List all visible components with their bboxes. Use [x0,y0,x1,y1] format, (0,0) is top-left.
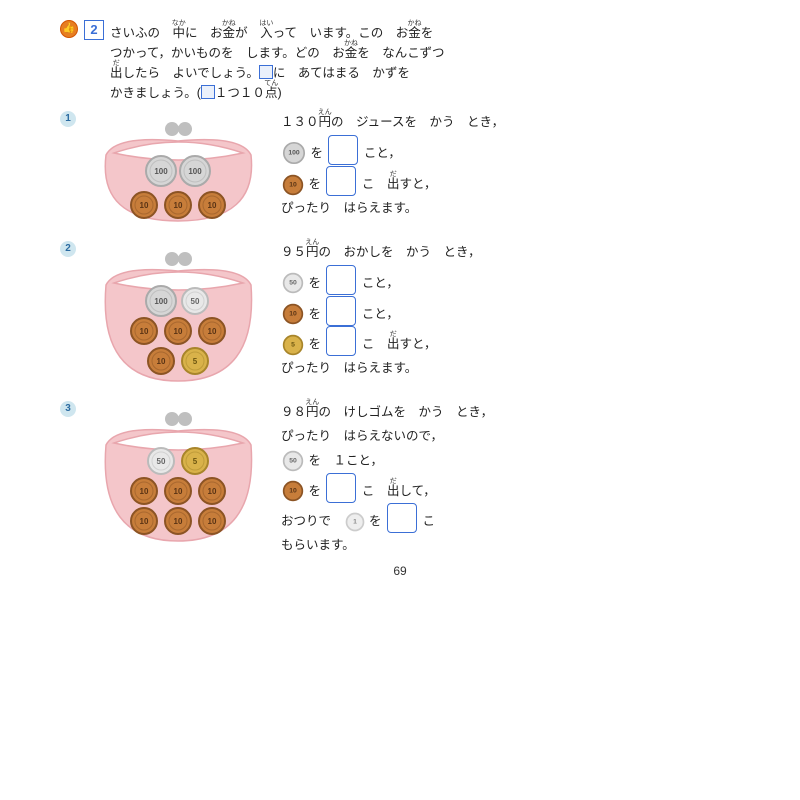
svg-text:100: 100 [154,297,168,306]
answer-box[interactable] [326,296,356,326]
answer-box[interactable] [326,166,356,196]
svg-text:100: 100 [188,167,202,176]
problem-title: ９５円えんの おかしを かう とき， [281,239,740,265]
svg-text:10: 10 [208,517,217,526]
coin-50-icon: 50 [283,450,303,470]
coin-10-icon: 10 [283,304,303,324]
answer-box[interactable] [387,503,417,533]
problems-container: 1 100 100 10 10 10 １３０円えんの ジュースを かう とき，100 を… [60,109,740,558]
problem-1: 1 100 100 10 10 10 １３０円えんの ジュースを かう とき，100 を… [60,109,740,235]
answer-box[interactable] [326,265,356,295]
answer-box[interactable] [328,135,358,165]
answer-line: おつりで 1 を こ [281,503,740,534]
svg-text:50: 50 [191,297,200,306]
answer-line: 50 を １こと， [281,449,740,473]
problem-2: 2 100 50 10 10 10 10 5 ９５円えんの おかしを かう とき，50 を … [60,239,740,395]
coin-100-icon: 100 [283,142,305,164]
svg-text:50: 50 [157,457,166,466]
text-line: ぴったり はらえないので， [281,425,740,449]
answer-line: 10 を こ 出だして， [281,473,740,504]
coin-1-icon: 1 [345,513,364,532]
question-number: 2 [84,20,104,40]
svg-text:10: 10 [208,201,217,210]
svg-text:10: 10 [208,487,217,496]
svg-text:100: 100 [154,167,168,176]
page-number: 69 [60,562,740,581]
problem-title: １３０円えんの ジュースを かう とき， [281,109,740,135]
coin-10-icon: 10 [283,481,303,501]
placeholder-box-icon [259,65,273,79]
text-line: もらいます。 [281,534,740,558]
intro-text: さいふの 中なかに お金かねが 入はいって います。この お金かねを つかって，… [110,20,740,103]
purse-illustration: 50 5 10 10 10 10 10 10 [86,399,271,549]
svg-text:10: 10 [174,487,183,496]
coin-5-icon: 5 [283,335,303,355]
text-line: ぴったり はらえます。 [281,357,740,381]
problem-badge: 1 [60,111,76,127]
answer-line: 10 を こと， [281,296,740,327]
svg-text:10: 10 [140,327,149,336]
svg-text:10: 10 [157,357,166,366]
svg-text:5: 5 [193,357,198,366]
svg-text:10: 10 [140,487,149,496]
answer-line: 50 を こと， [281,265,740,296]
svg-text:10: 10 [174,327,183,336]
answer-box[interactable] [326,326,356,356]
answer-box[interactable] [326,473,356,503]
svg-text:10: 10 [140,201,149,210]
purse-illustration: 100 100 10 10 10 [86,109,271,229]
svg-text:10: 10 [174,201,183,210]
placeholder-box-icon [201,85,215,99]
problem-title: ９８円えんの けしゴムを かう とき， [281,399,740,425]
question-header: 👍 2 さいふの 中なかに お金かねが 入はいって います。この お金かねを つ… [60,20,740,103]
thumb-icon: 👍 [60,20,78,38]
coin-10-icon: 10 [283,175,303,195]
svg-text:10: 10 [174,517,183,526]
problem-badge: 3 [60,401,76,417]
answer-line: 100 を こと， [281,135,740,167]
purse-illustration: 100 50 10 10 10 10 5 [86,239,271,389]
svg-text:5: 5 [193,457,198,466]
problem-badge: 2 [60,241,76,257]
svg-text:10: 10 [140,517,149,526]
text-line: ぴったり はらえます。 [281,197,740,221]
svg-text:10: 10 [208,327,217,336]
page: 👍 2 さいふの 中なかに お金かねが 入はいって います。この お金かねを つ… [0,0,800,591]
answer-line: 10 を こ 出だすと， [281,166,740,197]
answer-line: 5 を こ 出だすと， [281,326,740,357]
problem-3: 3 50 5 10 10 10 10 10 10 ９８円えんの けしゴムを かう とき，ぴった… [60,399,740,558]
coin-50-icon: 50 [283,273,303,293]
